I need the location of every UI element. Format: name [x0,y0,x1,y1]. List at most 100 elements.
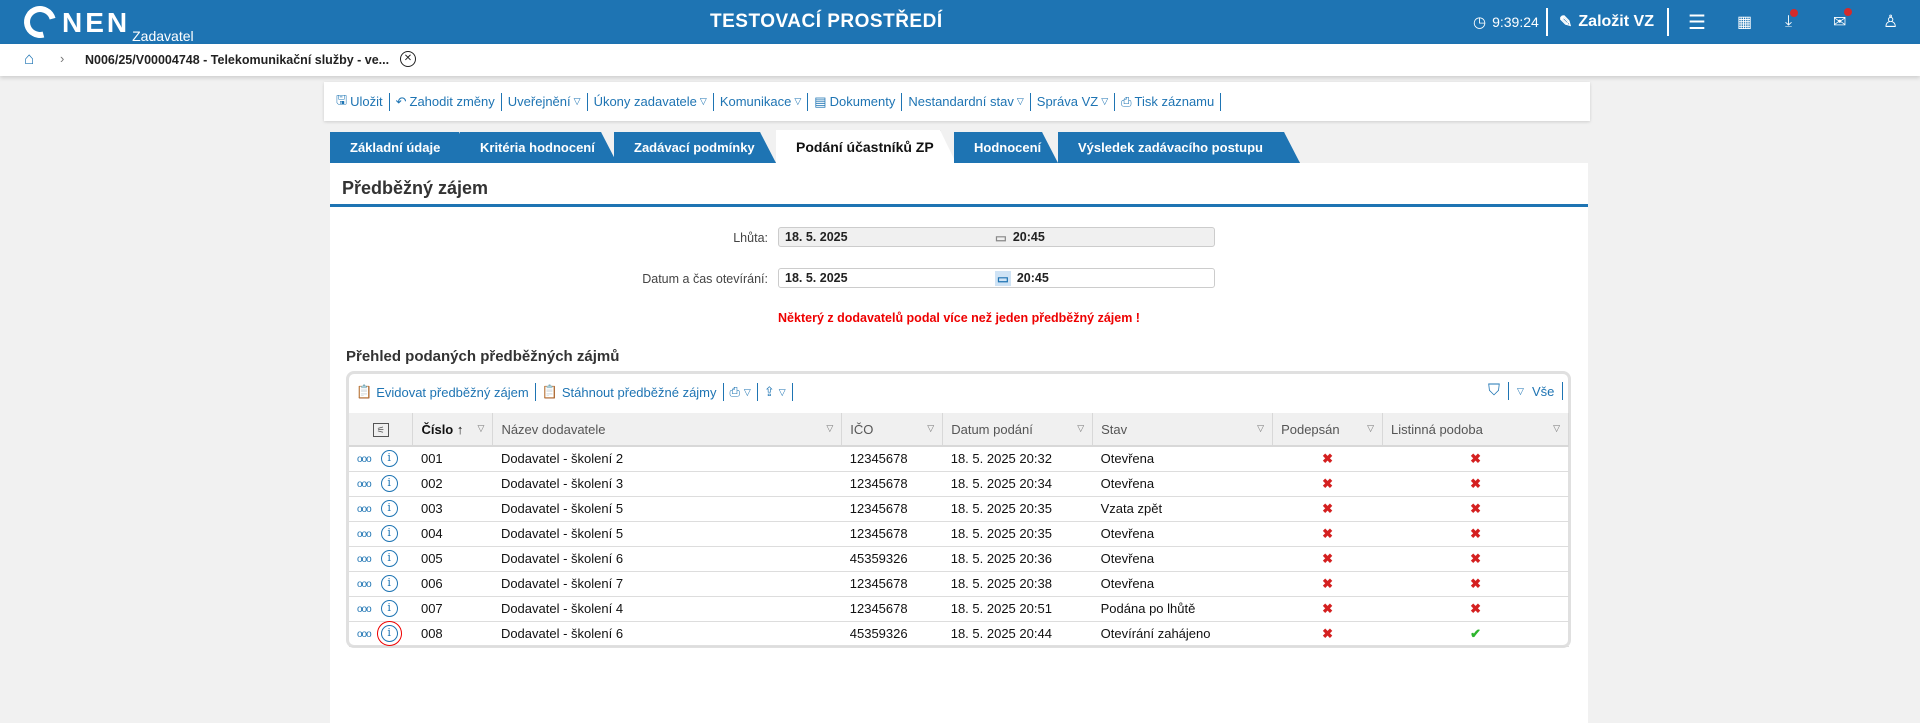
action-4[interactable]: Komunikace ▽ [714,92,809,111]
tab-0[interactable]: Základní údaje [330,132,475,163]
more-actions-icon[interactable]: ooo [357,628,372,640]
info-icon[interactable]: i [380,550,398,568]
info-icon[interactable]: i [380,575,398,593]
info-icon[interactable]: i [380,500,398,518]
info-icon[interactable]: i [380,600,398,618]
info-icon[interactable]: i [380,525,398,543]
table-row[interactable]: ooo i 002 Dodavatel - školení 3 12345678 18. … [349,471,1569,497]
download-icon[interactable]: ⤓ [1785,0,1799,44]
table-row[interactable]: ooo i 001 Dodavatel - školení 2 12345678 18. … [349,446,1569,472]
cross-icon: ✖ [1470,500,1481,516]
home-icon[interactable]: ⌂ [24,49,35,68]
cell-number: 007 [412,596,493,622]
more-actions-icon[interactable]: ooo [357,454,372,466]
column-filter-icon[interactable]: ▽ [927,423,935,433]
submissions-table: ⚟ Číslo ↑ ▽ Název dodavatele ▽ IČO ▽ Datum podá… [349,413,1569,647]
action-0[interactable]: 🖫 Uložit [336,92,390,111]
column-header[interactable]: Stav ▽ [1092,413,1274,447]
column-header[interactable]: IČO ▽ [841,413,944,447]
info-icon[interactable]: i [380,475,398,493]
action-3[interactable]: Úkony zadavatele ▽ [588,92,714,111]
column-header[interactable]: Datum podání ▽ [942,413,1094,447]
menu-icon[interactable]: ☰ [1688,11,1706,34]
column-filter-icon[interactable]: ▽ [1077,423,1085,433]
cell-ico: 12345678 [841,571,943,597]
dropdown-icon: ▽ [778,386,786,397]
tab-2[interactable]: Zadávací podmínky [614,132,776,163]
column-header[interactable]: Listinná podoba ▽ [1382,413,1569,447]
cell-date: 18. 5. 2025 20:44 [942,621,1093,647]
column-label: Název dodavatele [501,421,606,437]
column-header[interactable]: Název dodavatele ▽ [492,413,843,447]
more-actions-icon[interactable]: ooo [357,478,372,490]
table-row[interactable]: ooo i 007 Dodavatel - školení 4 12345678 18. … [349,596,1569,622]
opening-time[interactable]: 20:45 [1016,271,1049,285]
create-vz-button[interactable]: ✎ Založit VZ [1559,0,1654,44]
table-row[interactable]: ooo i 006 Dodavatel - školení 7 12345678 18. … [349,571,1569,597]
breadcrumb-current[interactable]: N006/25/V00004748 - Telekomunikační služ… [85,53,390,67]
table-row[interactable]: ooo i 004 Dodavatel - školení 5 12345678 18. … [349,521,1569,547]
logo-subtitle: Zadavatel [132,28,194,44]
cell-number: 003 [412,496,493,522]
cross-icon: ✖ [1322,625,1333,641]
opening-field[interactable]: 18. 5. 2025 ▭ 20:45 [778,268,1215,288]
calendar-icon[interactable]: ▦ [1737,14,1753,31]
action-5[interactable]: ▤ Dokumenty [808,92,903,111]
mail-icon[interactable]: ✉ [1833,0,1853,44]
column-filter-icon[interactable]: ▽ [1257,423,1265,433]
column-header[interactable]: Podepsán ▽ [1272,413,1384,447]
cell-supplier: Dodavatel - školení 2 [492,446,842,472]
cell-ico: 45359326 [841,546,943,572]
column-filter-icon[interactable]: ▽ [477,423,485,433]
action-8[interactable]: ⎙ Tisk záznamu [1115,92,1222,111]
action-7[interactable]: Správa VZ ▽ [1031,92,1116,111]
more-actions-icon[interactable]: ooo [357,603,372,615]
action-6[interactable]: Nestandardní stav ▽ [902,92,1031,111]
close-icon[interactable]: ✕ [400,51,416,67]
column-settings[interactable]: ⚟ [349,413,414,447]
action-2[interactable]: Uveřejnění ▽ [502,92,588,111]
tab-4[interactable]: Hodnocení [954,132,1058,163]
column-filter-icon[interactable]: ▽ [1367,423,1375,433]
cross-icon: ✖ [1470,600,1481,616]
user-icon[interactable]: ♙ [1883,12,1899,31]
more-actions-icon[interactable]: ooo [357,553,372,565]
tab-3[interactable]: Podání účastníků ZP [776,130,956,163]
opening-date[interactable]: 18. 5. 2025 [785,271,848,285]
column-filter-icon[interactable]: ▽ [1553,423,1560,433]
tab-5[interactable]: Výsledek zadávacího postupu [1058,132,1300,163]
action-label: Zahodit změny [409,94,495,109]
divider [1562,382,1564,400]
print-menu-button[interactable]: ⎙ ▽ [724,383,758,401]
column-filter-icon[interactable]: ▽ [826,423,834,433]
download-interests-button[interactable]: 📋 Stáhnout předběžné zájmy [536,383,724,401]
dropdown-icon: ▽ [1101,96,1109,106]
sort-asc-icon[interactable]: ↑ [453,421,464,437]
more-actions-icon[interactable]: ooo [357,503,372,515]
tab-1[interactable]: Kritéria hodnocení [460,132,617,163]
clock-icon: ◷ [1473,14,1487,31]
dropdown-icon: ▽ [699,96,707,106]
info-icon[interactable]: i [376,621,402,647]
dropdown-icon[interactable]: ▽ [1517,385,1524,396]
nen-logo[interactable]: NEN Zadavatel [18,0,194,44]
info-icon[interactable]: i [380,450,398,468]
table-row[interactable]: ooo i 003 Dodavatel - školení 5 12345678 18. … [349,496,1569,522]
edit-icon: ✎ [1559,14,1573,31]
cell-supplier: Dodavatel - školení 4 [492,596,842,622]
undo-icon: ↶ [395,93,407,109]
column-header[interactable]: Číslo ↑ ▽ [412,413,494,447]
export-menu-button[interactable]: ⇪ ▽ [758,383,793,401]
notification-badge [1844,8,1853,16]
calendar-icon[interactable]: ▭ [995,270,1011,286]
table-row[interactable]: ooo i 005 Dodavatel - školení 6 45359326 18. … [349,546,1569,572]
cell-ico: 12345678 [841,596,943,622]
column-settings-icon[interactable]: ⚟ [372,423,389,437]
action-1[interactable]: ↶ Zahodit změny [390,92,502,111]
register-interest-button[interactable]: 📋 Evidovat předběžný zájem [356,383,536,401]
filter-all-select[interactable]: Vše [1531,383,1555,399]
more-actions-icon[interactable]: ooo [357,578,372,590]
filter-icon[interactable]: ⛉ [1488,382,1501,399]
more-actions-icon[interactable]: ooo [357,528,372,540]
table-row[interactable]: ooo i 008 Dodavatel - školení 6 45359326 18. … [349,621,1569,647]
